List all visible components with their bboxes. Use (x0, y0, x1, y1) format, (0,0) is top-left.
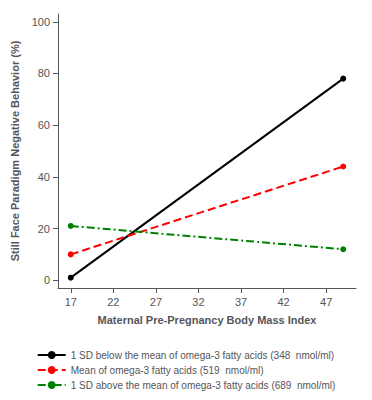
svg-text:Mean of omega-3 fatty acids (5: Mean of omega-3 fatty acids (519 nmol/ml… (71, 365, 264, 376)
svg-text:32: 32 (192, 296, 204, 308)
svg-text:22: 22 (107, 296, 119, 308)
svg-text:Maternal Pre-Pregnancy Body Ma: Maternal Pre-Pregnancy Body Mass Index (98, 314, 318, 326)
svg-text:42: 42 (278, 296, 290, 308)
svg-text:47: 47 (320, 296, 332, 308)
svg-text:60: 60 (38, 119, 50, 131)
svg-text:100: 100 (32, 16, 50, 28)
svg-text:1 SD above the mean of omega-3: 1 SD above the mean of omega-3 fatty aci… (71, 380, 336, 391)
svg-text:20: 20 (38, 223, 50, 235)
svg-text:0: 0 (44, 274, 50, 286)
svg-text:80: 80 (38, 67, 50, 79)
svg-text:27: 27 (150, 296, 162, 308)
svg-text:37: 37 (235, 296, 247, 308)
svg-text:17: 17 (65, 296, 77, 308)
svg-text:Still Face Paradigm Negative B: Still Face Paradigm Negative Behavior (%… (9, 40, 21, 261)
svg-text:40: 40 (38, 171, 50, 183)
svg-text:1 SD below the mean of omega-3: 1 SD below the mean of omega-3 fatty aci… (71, 350, 334, 361)
